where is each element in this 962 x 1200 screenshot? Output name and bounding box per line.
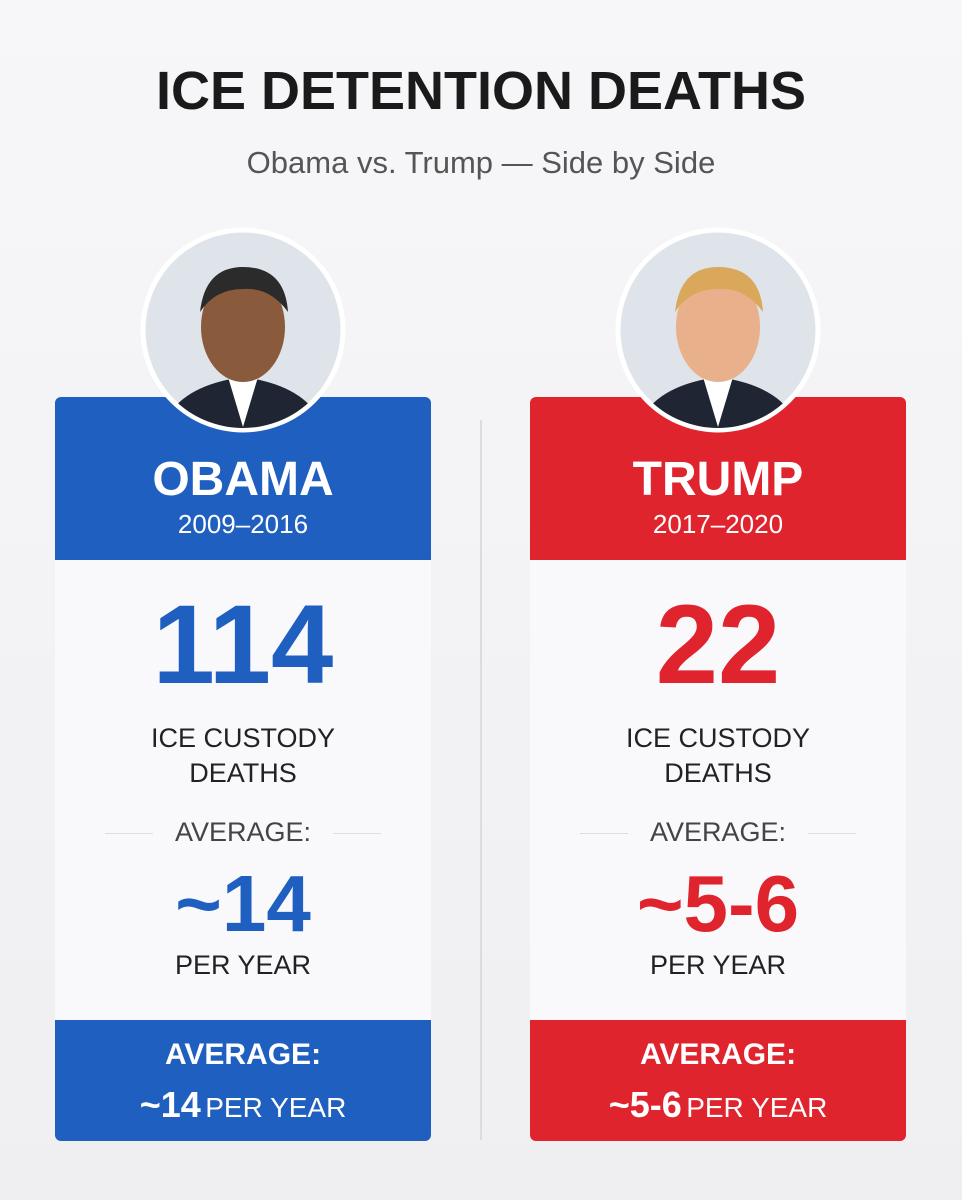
average-value: ~14 <box>175 859 311 948</box>
total-label: DEATHS <box>664 758 772 788</box>
total-label: ICE CUSTODY <box>625 723 811 753</box>
footer-label: AVERAGE: <box>164 1038 322 1071</box>
footer-value: ~14 <box>139 1084 201 1125</box>
footer-value: ~5-6 <box>608 1084 682 1125</box>
panel-body: 114 ICE CUSTODY DEATHS AVERAGE: ~14 PER YEAR <box>55 560 431 1020</box>
average-unit: PER YEAR <box>649 950 787 980</box>
divider <box>480 420 482 1140</box>
term-years: 2017–2020 <box>652 509 784 539</box>
subtitle: Obama vs. Trump — Side by Side <box>246 145 716 180</box>
portrait <box>615 227 821 433</box>
panel-header: TRUMP 2017–2020 <box>530 397 906 560</box>
average-value: ~5-6 <box>636 859 800 948</box>
total-label: DEATHS <box>189 758 297 788</box>
footer-label: AVERAGE: <box>639 1038 797 1071</box>
average-unit: PER YEAR <box>174 950 312 980</box>
panel-footer: AVERAGE: ~5-6 PER YEAR <box>530 1020 906 1141</box>
title: ICE DETENTION DEATHS <box>155 61 807 121</box>
average-label: AVERAGE: <box>628 817 808 848</box>
total-deaths: 22 <box>655 582 781 707</box>
candidate-name: OBAMA <box>152 453 334 506</box>
footer-row: ~14 PER YEAR <box>55 1084 431 1126</box>
footer-unit: PER YEAR <box>205 1092 347 1123</box>
candidate-panel: TRUMP 2017–2020 22 ICE CUSTODY DEATHS AVERAGE… <box>530 227 906 1141</box>
portrait <box>140 227 346 433</box>
panel-body: 22 ICE CUSTODY DEATHS AVERAGE: ~5-6 PER YEAR <box>530 560 906 1020</box>
panel-footer: AVERAGE: ~14 PER YEAR <box>55 1020 431 1141</box>
term-years: 2009–2016 <box>177 509 309 539</box>
candidate-panel: OBAMA 2009–2016 114 ICE CUSTODY DEATHS AVERAG… <box>55 227 431 1141</box>
candidate-name: TRUMP <box>632 453 804 506</box>
total-deaths: 114 <box>152 582 334 707</box>
average-label: AVERAGE: <box>153 817 333 848</box>
total-label: ICE CUSTODY <box>150 723 336 753</box>
footer-row: ~5-6 PER YEAR <box>530 1084 906 1126</box>
footer-unit: PER YEAR <box>686 1092 828 1123</box>
